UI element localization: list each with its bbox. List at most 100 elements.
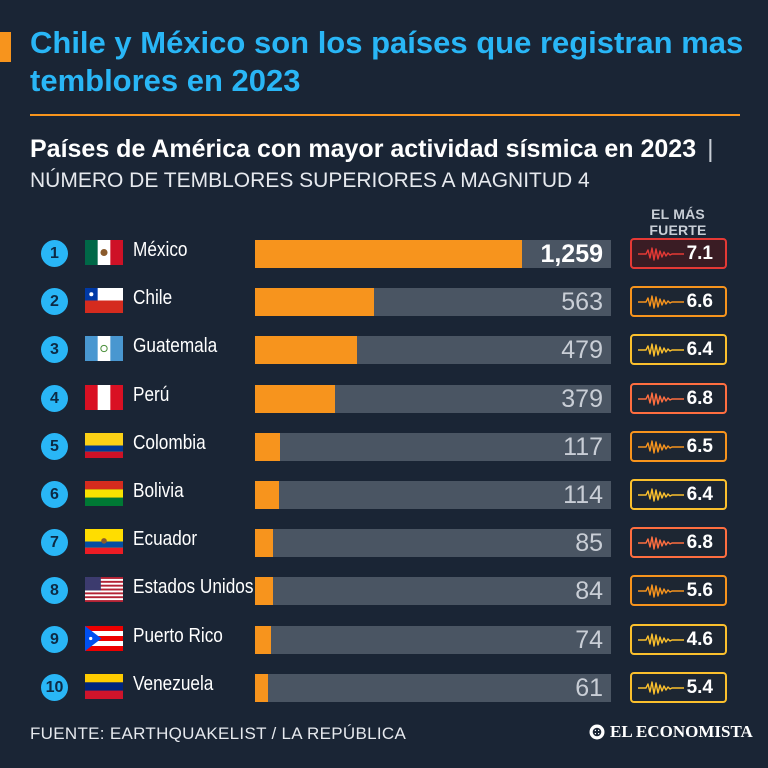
bar	[255, 577, 273, 606]
bar-track: 379	[255, 384, 611, 413]
bar-track: 117	[255, 432, 611, 461]
seismograph-icon	[638, 536, 684, 550]
divider	[30, 114, 740, 116]
chile-flag-icon	[85, 288, 123, 314]
bar-track: 114	[255, 481, 611, 509]
brand-icon	[589, 724, 605, 740]
seismograph-icon	[638, 584, 684, 599]
magnitude-badge: 5.4	[630, 671, 727, 703]
seismograph-icon	[638, 391, 684, 406]
brand-name: EL ECONOMISTA	[610, 722, 753, 741]
bar	[255, 673, 268, 702]
bar-track: 84	[255, 577, 611, 606]
data-label: 479	[561, 336, 603, 365]
bar-row: 9 Puerto Rico 74 4.6	[0, 617, 768, 665]
magnitude-value: 7.1	[686, 243, 713, 264]
magnitude-badge: 6.6	[630, 286, 727, 318]
data-label: 1,259	[540, 240, 603, 268]
rank-badge: 1	[41, 240, 68, 267]
seismograph-icon	[638, 632, 684, 647]
rank-badge: 5	[41, 432, 68, 460]
category-label: Estados Unidos	[133, 576, 254, 599]
seismograph-icon	[638, 488, 684, 502]
rank-badge: 8	[41, 577, 68, 605]
rank-badge: 10	[41, 673, 68, 701]
bar-row: 2 Chile 563 6.6	[0, 279, 768, 327]
brand-logo: EL ECONOMISTA	[589, 722, 753, 742]
magnitude-badge: 4.6	[630, 623, 727, 655]
category-label: Ecuador	[133, 528, 198, 551]
magnitude-badge: 6.4	[630, 479, 727, 510]
rank-badge: 4	[41, 384, 68, 412]
headline: Chile y México son los países que regist…	[30, 25, 744, 98]
category-label: Venezuela	[133, 672, 214, 695]
bar-track: 85	[255, 529, 611, 558]
bar-row: 4 Perú 379 6.8	[0, 376, 768, 424]
rank-badge: 2	[41, 288, 68, 316]
peru-flag-icon	[85, 384, 123, 410]
seismograph-icon	[638, 440, 684, 454]
source-note: FUENTE: EARTHQUAKELIST / LA REPÚBLICA	[30, 724, 407, 743]
magnitude-badge: 6.8	[630, 382, 727, 414]
category-label: Guatemala	[133, 335, 218, 358]
rank-badge: 6	[41, 481, 68, 508]
magnitude-value: 6.6	[686, 291, 713, 313]
bar	[255, 336, 357, 365]
bar	[255, 529, 274, 558]
magnitude-value: 4.6	[686, 628, 713, 650]
bar-track: 563	[255, 288, 611, 317]
seismograph-icon	[638, 681, 684, 695]
chart-measure: NÚMERO DE TEMBLORES SUPERIORES A MAGNITU…	[30, 169, 590, 192]
bar-track: 1,259	[255, 240, 611, 268]
bar	[255, 240, 522, 268]
magnitude-value: 6.8	[686, 387, 713, 409]
magnitude-value: 6.4	[686, 484, 713, 505]
bar	[255, 481, 280, 509]
accent-bar	[0, 32, 11, 62]
data-label: 117	[563, 432, 603, 461]
bar	[255, 625, 271, 654]
category-label: México	[133, 239, 188, 261]
usa-flag-icon	[85, 577, 123, 603]
strongest-column-header: EL MÁS FUERTE	[649, 206, 707, 238]
puerto-rico-flag-icon	[85, 625, 123, 651]
category-label: Bolivia	[133, 480, 184, 502]
data-label: 379	[561, 384, 603, 413]
magnitude-badge: 7.1	[630, 238, 727, 269]
seismograph-icon	[638, 295, 684, 309]
category-label: Colombia	[133, 431, 206, 454]
bar-row: 5 Colombia 117 6.5	[0, 424, 768, 472]
magnitude-value: 6.5	[686, 435, 713, 457]
data-label: 84	[575, 577, 603, 606]
chart-subtitle: Países de América con mayor actividad sí…	[30, 134, 750, 196]
mexico-flag-icon	[85, 240, 123, 265]
data-label: 61	[575, 673, 603, 702]
bar	[255, 432, 280, 461]
colombia-flag-icon	[85, 432, 123, 458]
bar-row: 3 Guatemala 479 6.4	[0, 327, 768, 375]
bar-row: 1 México 1,259 7.1	[0, 231, 768, 279]
bar-row: 7 Ecuador 85 6.8	[0, 520, 768, 568]
bar-row: 6 Bolivia 114 6.4	[0, 472, 768, 520]
data-label: 114	[563, 481, 603, 509]
seismograph-icon	[638, 247, 684, 261]
bar-row: 10 Venezuela 61 5.4	[0, 665, 768, 713]
magnitude-badge: 6.8	[630, 527, 727, 559]
data-label: 563	[561, 288, 603, 317]
chart-title: Países de América con mayor actividad sí…	[30, 135, 697, 163]
magnitude-value: 6.4	[686, 339, 713, 361]
magnitude-value: 6.8	[686, 532, 713, 554]
seismograph-icon	[638, 343, 684, 358]
category-label: Puerto Rico	[133, 624, 223, 647]
magnitude-badge: 6.5	[630, 430, 727, 462]
subtitle-separator: |	[707, 135, 714, 163]
rank-badge: 3	[41, 336, 68, 364]
rank-badge: 7	[41, 529, 68, 557]
rank-badge: 9	[41, 625, 68, 653]
bar-track: 61	[255, 673, 611, 702]
magnitude-value: 5.6	[686, 580, 713, 602]
guatemala-flag-icon	[85, 336, 123, 362]
venezuela-flag-icon	[85, 673, 123, 699]
magnitude-value: 5.4	[686, 676, 713, 698]
